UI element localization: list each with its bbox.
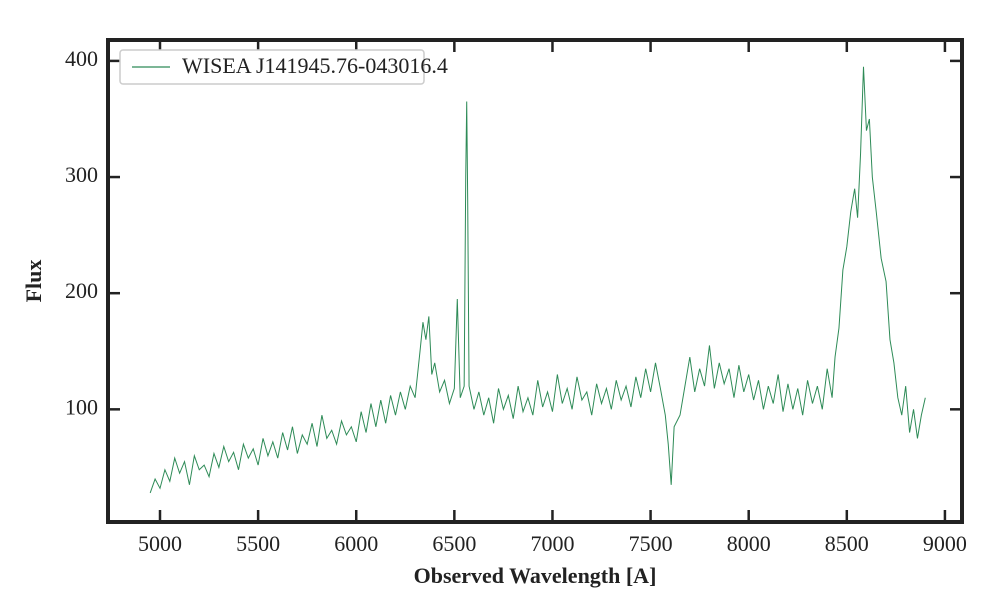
spectrum-line	[149, 66, 926, 494]
x-tick-label: 7500	[629, 531, 673, 556]
x-tick-label: 9000	[923, 531, 967, 556]
y-tick-label: 100	[65, 394, 98, 419]
x-axis-label: Observed Wavelength [A]	[414, 563, 657, 588]
x-tick-label: 6000	[334, 531, 378, 556]
x-tick-label: 7000	[530, 531, 574, 556]
legend-label: WISEA J141945.76-043016.4	[182, 53, 448, 78]
x-tick-label: 5000	[138, 531, 182, 556]
legend-box	[119, 49, 425, 85]
x-tick-label: 8000	[727, 531, 771, 556]
y-tick-label: 200	[65, 278, 98, 303]
y-tick-label: 400	[65, 46, 98, 71]
plot-frame	[106, 38, 964, 524]
x-tick-label: 5500	[236, 531, 280, 556]
x-tick-label: 6500	[432, 531, 476, 556]
y-tick-label: 300	[65, 162, 98, 187]
x-tick-label: 8500	[825, 531, 869, 556]
y-axis-label: Flux	[21, 260, 46, 303]
